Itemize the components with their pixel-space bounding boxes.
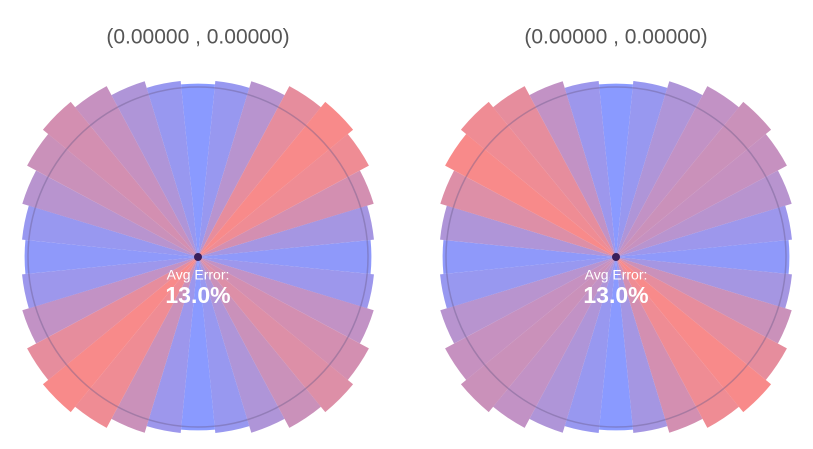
wedge	[146, 81, 198, 258]
wedge	[198, 257, 321, 428]
avg-error-value: 13.0%	[165, 282, 230, 308]
wedge	[440, 205, 616, 257]
wedge	[460, 257, 616, 413]
wedge	[599, 83, 633, 257]
reference-circle	[27, 86, 369, 428]
wedge	[198, 205, 374, 257]
avg-error-label: Avg Error:	[585, 267, 648, 283]
wedge	[460, 101, 616, 257]
wedge	[616, 134, 787, 257]
wedge	[198, 101, 354, 257]
wedge	[529, 257, 616, 433]
wedge	[529, 81, 616, 257]
wedge	[616, 81, 668, 258]
wedge	[146, 257, 198, 433]
wedge	[440, 257, 616, 309]
wedge	[616, 257, 668, 433]
wedge	[616, 257, 792, 309]
wedge	[616, 257, 792, 344]
wedge	[75, 257, 198, 428]
wedge	[198, 81, 250, 258]
wedge	[445, 257, 616, 380]
panel-title: (0.00000 , 0.00000)	[524, 26, 707, 49]
wedge	[198, 257, 369, 380]
center-dot	[612, 253, 620, 261]
wedge	[440, 170, 616, 257]
wedge	[564, 81, 616, 258]
wedge	[22, 170, 198, 257]
wedge	[616, 101, 772, 257]
wedge	[198, 170, 374, 257]
wedge	[27, 134, 198, 257]
wedge	[181, 257, 215, 431]
wedge	[198, 257, 285, 433]
wedge	[599, 257, 633, 431]
wedge	[493, 86, 616, 258]
wedge	[616, 170, 792, 257]
wedge	[198, 86, 321, 258]
wedge	[198, 257, 250, 433]
wedge	[198, 257, 374, 309]
wedge	[75, 86, 198, 258]
wedge	[111, 257, 198, 433]
wedge	[616, 81, 703, 257]
wedge	[442, 240, 616, 274]
wedge	[111, 81, 198, 257]
reference-circle	[445, 86, 787, 428]
wedge	[564, 257, 616, 433]
wedge	[27, 257, 198, 380]
wedge	[181, 83, 215, 257]
center-dot	[194, 253, 202, 261]
wedge	[198, 257, 354, 413]
wedge	[616, 205, 792, 257]
wedge	[198, 134, 369, 257]
wedge	[42, 257, 198, 413]
wedge	[616, 86, 739, 258]
wedge	[22, 257, 198, 344]
watermark: 小黑盒	[728, 409, 788, 432]
wedge	[198, 240, 372, 274]
wedge	[616, 257, 772, 413]
wedge	[24, 240, 199, 274]
wedge	[445, 134, 616, 257]
panel-title: (0.00000 , 0.00000)	[106, 26, 289, 49]
polar-plot	[440, 81, 792, 433]
wedge	[42, 101, 198, 257]
wedge	[616, 257, 739, 428]
polar-plot	[22, 81, 374, 433]
wedge	[616, 257, 703, 433]
wedge	[22, 257, 198, 309]
wedge	[22, 205, 198, 257]
avg-error-value: 13.0%	[583, 282, 648, 308]
wedge	[440, 257, 616, 344]
wedge	[616, 240, 790, 274]
wedge	[493, 257, 616, 428]
wedge	[198, 257, 374, 344]
wedge	[616, 257, 787, 380]
avg-error-label: Avg Error:	[167, 267, 230, 283]
wedge	[198, 81, 285, 257]
